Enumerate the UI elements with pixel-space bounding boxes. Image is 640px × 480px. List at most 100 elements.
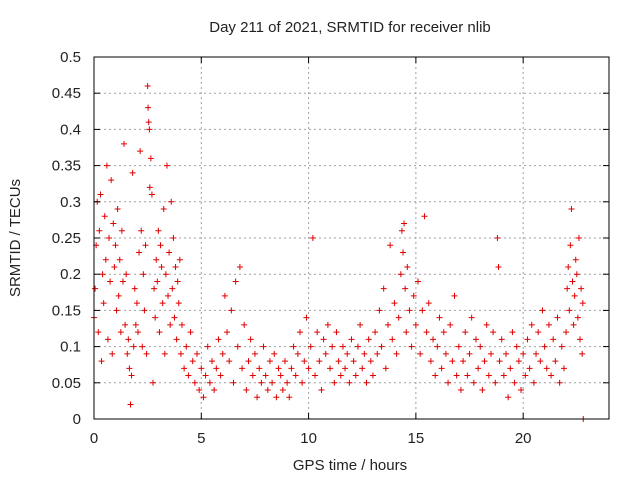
data-point (565, 263, 572, 270)
data-point (145, 119, 152, 126)
y-tick-label: 0.3 (60, 194, 81, 211)
data-point (136, 249, 143, 256)
data-point (563, 329, 570, 336)
data-point (102, 256, 109, 263)
data-point (266, 358, 273, 365)
data-point (156, 329, 163, 336)
data-point (485, 372, 492, 379)
data-point (243, 387, 250, 394)
data-point (129, 169, 136, 176)
data-point (566, 307, 573, 314)
data-point (230, 379, 237, 386)
data-point (372, 329, 379, 336)
data-point (496, 358, 503, 365)
data-point (303, 314, 310, 321)
data-point (141, 307, 148, 314)
data-point (550, 336, 557, 343)
data-point (113, 307, 120, 314)
data-point (350, 358, 357, 365)
data-point (262, 372, 269, 379)
data-point (389, 336, 396, 343)
data-point (524, 336, 531, 343)
data-point (173, 336, 180, 343)
data-point (498, 336, 505, 343)
data-point (126, 365, 133, 372)
data-point (170, 235, 177, 241)
data-point (427, 358, 434, 365)
data-point (528, 321, 535, 328)
y-tick-label: 0.1 (60, 339, 81, 356)
data-point (161, 350, 168, 357)
x-tick-label: 15 (408, 430, 425, 447)
x-tick-label: 20 (515, 430, 532, 447)
data-point (153, 256, 160, 263)
data-point (361, 350, 368, 357)
chart-title: Day 211 of 2021, SRMTID for receiver nli… (209, 19, 491, 36)
data-point (271, 350, 278, 357)
data-point (387, 242, 394, 249)
data-point (294, 350, 301, 357)
y-tick-label: 0.45 (52, 85, 81, 102)
data-point (241, 321, 248, 328)
data-point (176, 256, 183, 263)
data-point (481, 358, 488, 365)
data-point (131, 285, 138, 292)
data-point (322, 350, 329, 357)
data-point (117, 329, 124, 336)
data-point (200, 394, 207, 401)
data-point (198, 365, 205, 372)
data-point (438, 365, 445, 372)
data-point (258, 379, 265, 386)
data-point (160, 206, 167, 213)
y-tick-label: 0.15 (52, 302, 81, 319)
data-point (577, 336, 584, 343)
data-point (380, 285, 387, 292)
data-point (148, 191, 155, 198)
data-point (376, 307, 383, 314)
data-point (503, 350, 509, 357)
data-point (574, 314, 581, 321)
data-point (273, 394, 280, 401)
data-point (101, 213, 108, 220)
data-point (187, 329, 194, 336)
data-point (234, 343, 241, 350)
data-point (150, 379, 157, 386)
data-point (155, 227, 162, 234)
data-point (415, 278, 422, 285)
data-point (305, 365, 312, 372)
data-point (348, 336, 355, 343)
data-point (511, 379, 518, 386)
data-point (401, 220, 408, 227)
data-point (125, 336, 132, 343)
data-point (147, 155, 154, 162)
data-point (139, 343, 146, 350)
data-point (111, 263, 118, 270)
data-point (194, 350, 200, 357)
data-point (556, 379, 563, 386)
data-point (114, 206, 121, 213)
y-tick-label: 0.35 (52, 158, 81, 175)
data-point (451, 292, 458, 299)
data-point (354, 343, 361, 350)
data-point (133, 300, 140, 307)
data-point (177, 350, 184, 357)
data-point (109, 350, 116, 357)
data-point (560, 365, 567, 372)
data-point (221, 292, 228, 299)
data-point (447, 321, 454, 328)
x-tick-label: 0 (90, 430, 98, 447)
data-point (290, 343, 297, 350)
data-point (249, 372, 256, 379)
data-point (104, 336, 111, 343)
data-point (224, 329, 231, 336)
data-point (97, 191, 104, 198)
data-point (575, 235, 582, 241)
data-point (329, 343, 336, 350)
data-point (140, 271, 147, 278)
data-point (391, 300, 398, 307)
data-point (137, 148, 144, 155)
data-point (172, 263, 179, 270)
data-point (269, 379, 276, 386)
data-point (286, 394, 293, 401)
data-point (124, 350, 131, 357)
